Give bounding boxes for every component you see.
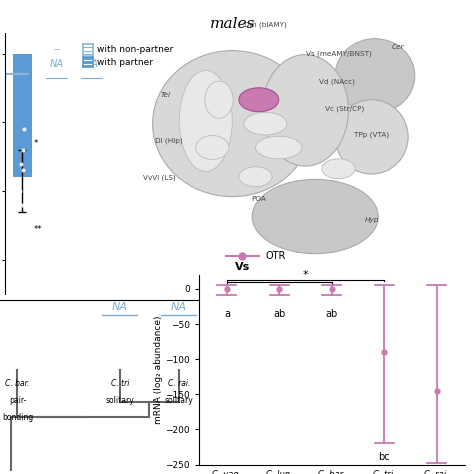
Text: Vs (meAMY/BNST): Vs (meAMY/BNST): [306, 51, 371, 57]
Text: C. vag.: C. vag.: [212, 470, 242, 474]
Ellipse shape: [244, 112, 287, 135]
Text: VvVl (LS): VvVl (LS): [143, 174, 176, 181]
Text: solitary: solitary: [164, 396, 193, 405]
Text: bonding: bonding: [2, 413, 33, 422]
Text: C. tri.: C. tri.: [373, 470, 396, 474]
Text: Tel: Tel: [161, 92, 171, 98]
Text: –: –: [54, 43, 60, 56]
Text: Cer: Cer: [392, 44, 404, 50]
Ellipse shape: [255, 136, 302, 159]
Ellipse shape: [322, 159, 355, 179]
Text: C. tri: C. tri: [111, 379, 129, 388]
Text: *: *: [33, 139, 37, 148]
Text: C. bar.: C. bar.: [5, 379, 30, 388]
Text: ab: ab: [273, 309, 285, 319]
Text: Vs: Vs: [235, 262, 250, 272]
Text: NA: NA: [85, 59, 99, 70]
Ellipse shape: [196, 136, 229, 159]
Text: with partner: with partner: [97, 58, 153, 66]
Y-axis label: mRNA (log₂ abundance): mRNA (log₂ abundance): [154, 316, 163, 424]
Ellipse shape: [262, 55, 348, 166]
Text: C. bar.: C. bar.: [319, 470, 345, 474]
Text: Vd (NAcc): Vd (NAcc): [319, 79, 355, 85]
Ellipse shape: [179, 71, 232, 172]
Text: C. rai.: C. rai.: [168, 379, 190, 388]
Text: **: **: [33, 225, 42, 234]
Ellipse shape: [335, 39, 415, 113]
Ellipse shape: [205, 81, 233, 118]
Text: NA: NA: [112, 302, 128, 312]
Ellipse shape: [239, 88, 279, 112]
Text: Dl (Hip): Dl (Hip): [155, 137, 183, 144]
Text: OTR: OTR: [265, 251, 286, 261]
Text: POA: POA: [251, 196, 266, 201]
Text: ab: ab: [326, 309, 338, 319]
Text: Hyp: Hyp: [365, 217, 379, 223]
Text: NA: NA: [50, 59, 64, 70]
Text: NA: NA: [171, 302, 187, 312]
Text: males: males: [210, 18, 255, 31]
Text: solitary: solitary: [106, 396, 134, 405]
Ellipse shape: [252, 179, 378, 254]
Text: C. rai.: C. rai.: [424, 470, 449, 474]
Bar: [12, 54, 32, 177]
Text: C. lun.: C. lun.: [266, 470, 292, 474]
Text: c: c: [434, 472, 439, 474]
Text: Vc (Str/CP): Vc (Str/CP): [325, 105, 365, 112]
Text: pair-: pair-: [9, 396, 26, 405]
Ellipse shape: [153, 51, 312, 197]
Text: TPp (VTA): TPp (VTA): [354, 132, 389, 138]
Text: bc: bc: [378, 452, 390, 462]
Text: a: a: [224, 309, 230, 319]
Ellipse shape: [335, 100, 408, 174]
Ellipse shape: [239, 167, 272, 187]
Text: with non-partner: with non-partner: [97, 45, 173, 54]
Text: Dm (blAMY): Dm (blAMY): [244, 21, 287, 28]
Text: *: *: [303, 270, 309, 280]
